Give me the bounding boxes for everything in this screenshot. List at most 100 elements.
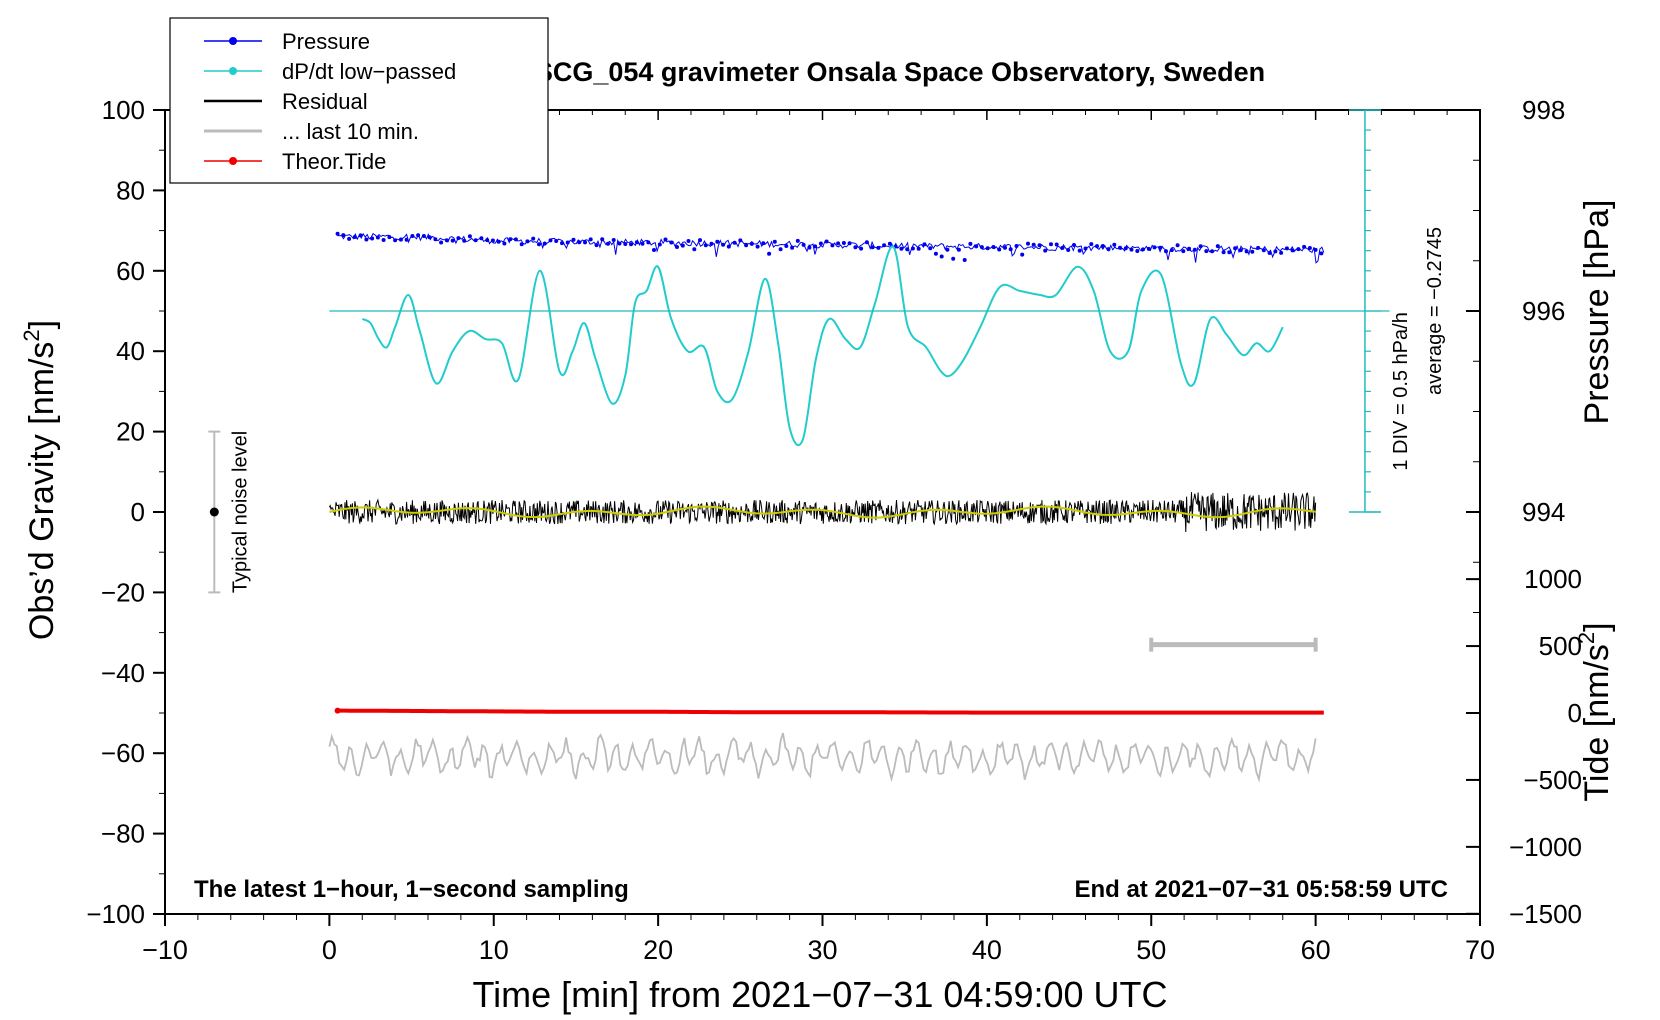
legend-label: Pressure	[282, 29, 370, 54]
pressure-point	[398, 237, 403, 242]
pressure-point	[1210, 249, 1215, 254]
pressure-point	[744, 243, 749, 248]
pressure-point	[364, 237, 369, 242]
pressure-point	[968, 241, 973, 246]
pressure-point	[525, 239, 530, 244]
pressure-point	[611, 238, 616, 242]
pressure-tick-label: 996	[1522, 296, 1565, 326]
pressure-point	[847, 241, 852, 246]
pressure-point	[1273, 249, 1278, 254]
pressure-point	[738, 238, 743, 243]
pressure-point	[749, 241, 754, 246]
noise-level-label: Typical noise level	[229, 431, 251, 593]
pressure-point	[761, 241, 766, 246]
pressure-point	[1284, 246, 1289, 251]
pressure-point	[1164, 249, 1168, 254]
pressure-point	[910, 246, 915, 251]
residual-smoothed-line	[329, 505, 1316, 519]
y-tick-label: −100	[86, 899, 145, 929]
pressure-point	[1169, 248, 1174, 253]
pressure-point	[1060, 245, 1065, 250]
pressure-point	[485, 238, 490, 243]
pressure-point	[974, 244, 979, 249]
y-tick-label: −40	[101, 658, 145, 688]
pressure-point	[1031, 242, 1036, 247]
pressure-point	[634, 240, 639, 245]
y-tick-label: −60	[101, 738, 145, 768]
pressure-point	[375, 235, 380, 240]
tide-tick-label: 500	[1539, 631, 1582, 661]
pressure-point	[502, 241, 507, 246]
pressure-point	[1187, 246, 1192, 251]
pressure-point	[905, 247, 910, 252]
pressure-point	[945, 247, 950, 252]
dpdt-scale-label: 1 DIV = 0.5 hPa/h	[1390, 312, 1412, 470]
pressure-point	[1072, 243, 1076, 247]
pressure-point	[1100, 244, 1105, 248]
tide-line	[337, 708, 1324, 715]
series-layer	[328, 231, 1325, 783]
y-tick-label: 100	[102, 95, 145, 125]
legend-marker	[229, 37, 237, 45]
pressure-point	[882, 243, 887, 248]
pressure-point	[1296, 247, 1301, 252]
pressure-point	[916, 246, 921, 251]
pressure-point	[1175, 243, 1180, 248]
pressure-point	[565, 240, 570, 245]
pressure-point	[347, 236, 352, 241]
series-dpdt	[361, 245, 1284, 447]
x-tick-label: 30	[807, 935, 837, 965]
pressure-point	[421, 234, 426, 238]
y-tick-label: 20	[116, 417, 145, 447]
pressure-point	[864, 240, 869, 245]
pressure-point	[594, 243, 599, 248]
dpdt-scale: 1 DIV = 0.5 hPa/h average = −0.2745	[329, 109, 1446, 513]
pressure-point	[496, 239, 501, 244]
pressure-point	[462, 238, 467, 243]
pressure-point	[939, 254, 944, 259]
pressure-point	[686, 239, 691, 243]
pressure-point	[1054, 242, 1059, 247]
y-axis-label-gravity: Obs’d Gravity [nm/s2]	[19, 320, 61, 640]
pressure-point	[836, 241, 841, 246]
pressure-point	[1261, 248, 1266, 253]
pressure-point	[358, 233, 363, 238]
pressure-point	[588, 237, 593, 242]
pressure-point	[790, 245, 795, 250]
pressure-point	[899, 246, 904, 251]
pressure-point	[1089, 242, 1094, 247]
pressure-point	[726, 244, 731, 249]
pressure-point	[830, 243, 835, 248]
pressure-point	[600, 237, 605, 242]
y-axis-label-tide-end: ]	[1578, 622, 1616, 631]
legend-label: Theor.Tide	[282, 149, 386, 174]
noise-level-indicator: Typical noise level	[208, 430, 251, 594]
pressure-point	[1250, 249, 1255, 254]
pressure-point	[542, 241, 547, 246]
pressure-point	[370, 236, 375, 241]
pressure-point	[784, 244, 789, 248]
y-tick-label: −20	[101, 577, 145, 607]
pressure-point	[416, 233, 421, 238]
pressure-point	[876, 245, 881, 250]
x-axis: −10 0 10 20 30 40 50 60 70	[142, 110, 1495, 965]
pressure-point	[807, 245, 812, 250]
tide-tick-label: −1500	[1509, 899, 1582, 929]
pressure-point	[1192, 247, 1197, 252]
footer-sampling-note: The latest 1−hour, 1−second sampling	[194, 876, 629, 903]
pressure-point	[755, 244, 760, 249]
pressure-point	[721, 242, 726, 247]
tide-tick-label: 1000	[1524, 564, 1582, 594]
pressure-point	[703, 243, 708, 248]
pressure-point	[778, 247, 783, 252]
pressure-point	[841, 241, 846, 245]
tide-start-point	[334, 707, 341, 714]
pressure-point	[1152, 245, 1157, 250]
pressure-point	[997, 247, 1002, 252]
y-axis-label-gravity-end: ]	[23, 320, 61, 329]
y-axis-label-tide-sup: 2	[1574, 632, 1599, 644]
pressure-point	[548, 238, 553, 243]
pressure-point	[1049, 242, 1053, 247]
pressure-point	[513, 237, 518, 242]
